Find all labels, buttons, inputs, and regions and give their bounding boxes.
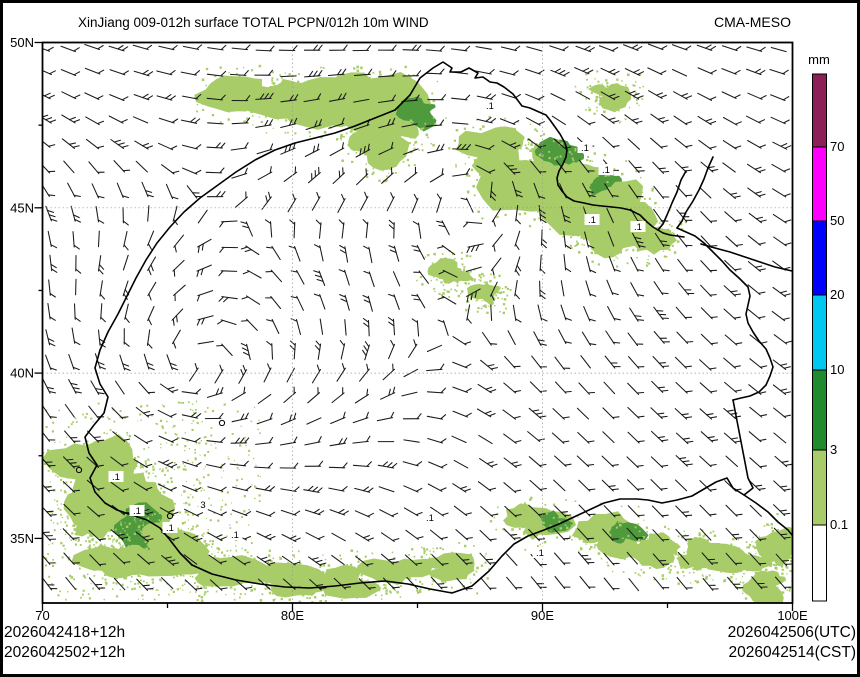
svg-text:.1: .1 xyxy=(581,143,589,154)
svg-text:70: 70 xyxy=(35,608,49,623)
svg-text:80E: 80E xyxy=(281,608,304,623)
svg-text:3: 3 xyxy=(830,442,837,457)
svg-text:2026042418+12h: 2026042418+12h xyxy=(4,624,125,641)
svg-text:.1: .1 xyxy=(426,513,434,524)
svg-text:.1: .1 xyxy=(166,523,174,534)
svg-text:2026042506(UTC): 2026042506(UTC) xyxy=(728,624,856,641)
svg-text:10: 10 xyxy=(830,362,844,377)
svg-text:.1: .1 xyxy=(112,472,120,483)
svg-text:50: 50 xyxy=(830,213,844,228)
svg-text:35N: 35N xyxy=(10,531,34,546)
svg-text:3: 3 xyxy=(200,500,205,511)
svg-text:45N: 45N xyxy=(10,200,34,215)
svg-text:.1: .1 xyxy=(588,215,596,226)
svg-text:.1: .1 xyxy=(231,530,239,541)
svg-text:100E: 100E xyxy=(777,608,808,623)
svg-text:XinJiang 009-012h surface TOTA: XinJiang 009-012h surface TOTAL PCPN/012… xyxy=(78,15,429,30)
svg-text:.1: .1 xyxy=(634,222,642,233)
svg-text:90E: 90E xyxy=(531,608,554,623)
svg-text:20: 20 xyxy=(830,287,844,302)
svg-text:2026042502+12h: 2026042502+12h xyxy=(4,644,125,661)
svg-text:CMA-MESO: CMA-MESO xyxy=(714,14,791,30)
svg-text:50N: 50N xyxy=(10,35,34,50)
svg-text:70: 70 xyxy=(830,139,844,154)
svg-text:mm: mm xyxy=(808,52,830,67)
svg-text:.1: .1 xyxy=(486,101,494,112)
svg-text:2026042514(CST): 2026042514(CST) xyxy=(728,644,856,661)
svg-text:.1: .1 xyxy=(133,506,141,517)
svg-text:40N: 40N xyxy=(10,366,34,381)
svg-text:.1: .1 xyxy=(536,548,544,559)
svg-text:0.1: 0.1 xyxy=(830,517,848,532)
svg-text:.1: .1 xyxy=(602,165,610,176)
